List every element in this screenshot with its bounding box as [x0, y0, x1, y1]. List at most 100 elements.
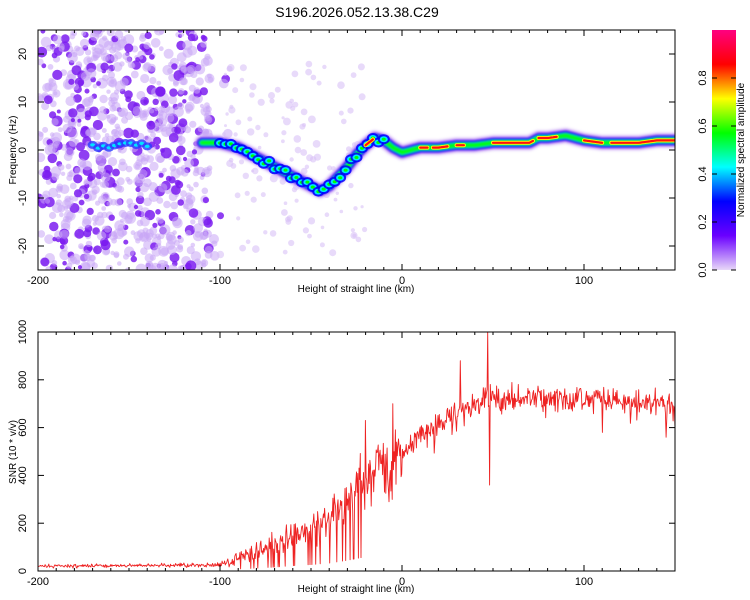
spectrogram-noise-blob	[117, 261, 122, 266]
spectrogram-noise-blob	[158, 111, 168, 120]
colorbar-tick-label: 0.6	[697, 118, 709, 133]
spectrogram-noise-blob	[172, 80, 179, 87]
spectrogram-noise-blob	[163, 200, 171, 209]
spectrogram-noise-blob	[59, 212, 64, 218]
spectrogram-noise-blob	[165, 106, 175, 117]
spectrogram-noise-blob	[59, 244, 65, 250]
spectrogram-xtick-label: 100	[575, 275, 593, 287]
spectrogram-noise-blob	[195, 77, 204, 86]
spectrogram-noise-blob	[72, 83, 79, 91]
spectrogram-noise-blob	[193, 181, 199, 188]
spectrogram-noise-blob	[281, 209, 288, 216]
spectrogram-noise-blob	[49, 211, 57, 220]
spectrogram-noise-blob	[294, 198, 299, 203]
spectrogram-noise-blob	[161, 126, 172, 138]
spectrogram-noise-blob	[352, 233, 357, 238]
spectrogram-noise-blob	[185, 260, 197, 270]
spectrogram-noise-blob	[149, 54, 155, 60]
spectrogram-noise-blob	[103, 40, 114, 51]
spectrogram-noise-blob	[53, 91, 58, 96]
spectrogram-noise-blob	[216, 250, 225, 259]
snr-ytick-label: 400	[17, 466, 29, 484]
spectrogram-noise-blob	[140, 216, 150, 227]
spectrogram-noise-blob	[187, 33, 196, 42]
spectrogram-noise-blob	[97, 110, 108, 121]
spectrogram-noise-blob	[202, 197, 209, 204]
spectrogram-noise-blob	[171, 216, 182, 227]
spectrogram-noise-blob	[101, 128, 107, 133]
spectrogram-noise-blob	[101, 181, 110, 189]
spectrogram-noise-blob	[77, 158, 86, 167]
spectrogram-noise-blob	[38, 152, 46, 163]
spectrogram-secondary-blob	[139, 141, 145, 145]
spectrogram-noise-blob	[76, 122, 82, 127]
spectrogram-noise-blob	[89, 106, 99, 117]
spectrogram-noise-blob	[73, 189, 83, 198]
spectrogram-noise-blob	[327, 165, 333, 171]
spectrogram-noise-blob	[77, 118, 82, 123]
spectrogram-noise-blob	[172, 156, 180, 164]
spectrogram-noise-blob	[41, 63, 47, 69]
spectrogram-noise-blob	[204, 245, 213, 254]
spectrogram-noise-blob	[204, 73, 215, 84]
spectrogram-noise-blob	[341, 118, 347, 125]
spectrogram-ridge-core	[364, 138, 374, 147]
spectrogram-noise-blob	[300, 149, 308, 156]
spectrogram-noise-blob	[60, 34, 70, 44]
spectrogram-noise-blob	[124, 111, 134, 121]
spectrogram-noise-blob	[57, 186, 63, 192]
spectrogram-noise-blob	[91, 46, 96, 51]
spectrogram-noise-blob	[68, 78, 75, 85]
spectrogram-noise-blob	[51, 52, 58, 59]
spectrogram-noise-blob	[85, 240, 93, 248]
spectrogram-noise-blob	[143, 99, 148, 105]
spectrogram-ridge-blob	[338, 176, 343, 180]
spectrogram-noise-blob	[226, 159, 234, 168]
snr-ytick-label: 1000	[17, 320, 29, 344]
spectrogram-ridge-blob	[245, 150, 250, 154]
spectrogram-noise-blob	[100, 62, 109, 71]
spectrogram-noise-blob	[83, 193, 90, 200]
spectrogram-noise-blob	[177, 135, 186, 145]
spectrogram-noise-blob	[201, 187, 209, 195]
spectrogram-noise-blob	[182, 99, 187, 104]
spectrogram-noise-blob	[83, 96, 94, 107]
spectrogram-noise-blob	[149, 161, 159, 171]
spectrogram-noise-blob	[174, 126, 182, 134]
spectrogram-ytick-label: -10	[17, 190, 29, 206]
spectrogram-noise-blob	[135, 57, 141, 62]
spectrogram-noise-blob	[124, 30, 129, 33]
spectrogram-noise-blob	[255, 124, 261, 131]
colorbar-tick-label: 0.2	[697, 214, 709, 229]
snr-ytick-label: 200	[17, 514, 29, 532]
spectrogram-noise-blob	[199, 231, 208, 241]
spectrogram-noise-blob	[191, 149, 198, 155]
spectrogram-noise-blob	[176, 245, 184, 253]
colorbar: 0.0 0.2 0.4 0.6 0.8 Normalized spectral ampl…	[697, 30, 747, 278]
spectrogram-secondary-blob	[144, 144, 150, 148]
spectrogram-noise-blob	[223, 72, 227, 76]
spectrogram-noise-blob	[85, 49, 92, 56]
spectrogram-noise-blob	[49, 111, 57, 119]
spectrogram-noise-blob	[106, 30, 115, 37]
spectrogram-noise-blob	[96, 231, 107, 241]
spectrogram-noise-blob	[110, 92, 119, 102]
spectrogram-noise-blob	[38, 130, 44, 142]
spectrogram-noise-blob	[106, 89, 111, 94]
spectrogram-noise-blob	[150, 131, 156, 138]
spectrogram-noise-blob	[182, 203, 189, 210]
spectrogram-noise-blob	[219, 78, 229, 89]
spectrogram-noise-blob	[114, 220, 126, 232]
spectrogram-noise-blob	[74, 139, 79, 144]
spectrogram-noise-blob	[338, 110, 344, 116]
spectrogram-noise-blob	[179, 264, 186, 270]
colorbar-bar	[712, 30, 736, 270]
spectrogram-noise-blob	[40, 30, 46, 34]
spectrogram-noise-blob	[355, 236, 362, 243]
snr-ytick-label: 800	[17, 371, 29, 389]
spectrogram-noise-blob	[105, 264, 114, 270]
spectrogram-noise-blob	[171, 63, 178, 70]
spectrogram-noise-blob	[169, 252, 180, 263]
spectrogram-noise-blob	[52, 34, 63, 45]
